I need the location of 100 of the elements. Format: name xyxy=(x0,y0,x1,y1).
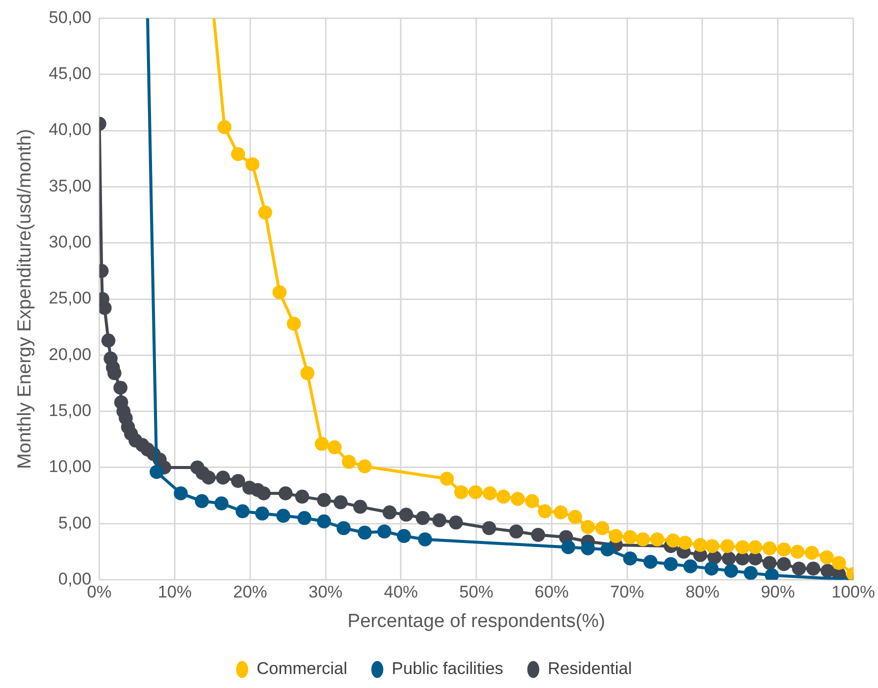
point xyxy=(231,147,246,162)
point xyxy=(704,562,719,576)
point xyxy=(353,500,368,514)
point xyxy=(509,524,524,539)
point xyxy=(216,470,230,485)
point xyxy=(832,556,846,570)
point xyxy=(744,566,758,580)
point xyxy=(256,486,271,500)
point xyxy=(231,474,246,488)
x-tick-label: 10% xyxy=(158,582,192,602)
legend-label: Public facilities xyxy=(392,659,504,678)
point xyxy=(705,539,720,554)
point xyxy=(286,316,301,331)
point xyxy=(297,511,312,526)
point xyxy=(525,494,540,508)
point xyxy=(643,554,658,569)
point xyxy=(724,564,738,578)
point xyxy=(295,490,310,504)
point xyxy=(580,520,595,534)
y-tick-label: 20,00 xyxy=(48,344,92,364)
point xyxy=(510,492,525,506)
point xyxy=(806,562,820,576)
point xyxy=(482,521,496,536)
point xyxy=(300,366,314,380)
point xyxy=(440,472,454,486)
point xyxy=(623,530,638,544)
point xyxy=(600,542,614,556)
point xyxy=(820,550,834,564)
point xyxy=(554,505,568,520)
point xyxy=(722,551,736,566)
point xyxy=(382,505,397,520)
y-tick-label: 25,00 xyxy=(48,288,92,308)
x-tick-label: 50% xyxy=(459,582,494,602)
point xyxy=(792,562,806,576)
point xyxy=(454,485,468,500)
x-tick-label: 80% xyxy=(685,582,720,602)
point xyxy=(113,380,128,395)
point xyxy=(496,490,510,504)
point xyxy=(636,532,650,546)
point xyxy=(107,366,122,380)
point xyxy=(762,541,777,556)
point xyxy=(194,494,209,508)
point xyxy=(468,485,483,500)
point xyxy=(255,506,270,521)
point xyxy=(272,285,287,300)
y-tick-label: 10,00 xyxy=(48,457,92,476)
point xyxy=(650,532,664,546)
x-tick-label: 60% xyxy=(534,582,569,602)
x-tick-label: 30% xyxy=(308,582,343,602)
point xyxy=(432,513,446,528)
point xyxy=(623,551,638,566)
point xyxy=(377,524,392,539)
y-tick-label: 5,00 xyxy=(58,513,92,532)
point xyxy=(538,504,552,518)
point xyxy=(735,540,750,554)
point xyxy=(217,120,232,134)
y-tick-label: 50,00 xyxy=(48,8,92,27)
point xyxy=(358,526,372,540)
point xyxy=(418,532,432,546)
point xyxy=(666,533,680,548)
y-tick-label: 30,00 xyxy=(48,232,92,252)
point xyxy=(416,511,430,526)
x-tick-label: 90% xyxy=(760,582,795,602)
point xyxy=(342,454,356,469)
point xyxy=(317,493,332,508)
y-axis-title: Monthly Energy Expenditure(usd/month) xyxy=(14,128,36,470)
point xyxy=(762,556,777,570)
point xyxy=(561,540,576,554)
point xyxy=(328,440,342,454)
x-tick-label: 20% xyxy=(233,582,268,602)
point xyxy=(317,514,332,528)
y-tick-label: 40,00 xyxy=(48,120,92,140)
point xyxy=(595,521,610,536)
point xyxy=(336,521,351,536)
point xyxy=(580,541,595,556)
point xyxy=(448,516,463,530)
point xyxy=(236,504,250,518)
point xyxy=(804,546,819,560)
point xyxy=(150,464,164,479)
point xyxy=(101,334,116,348)
point xyxy=(482,486,497,500)
legend-label: Residential xyxy=(548,659,632,678)
point xyxy=(314,436,329,451)
point xyxy=(664,557,678,572)
point xyxy=(214,496,228,510)
point xyxy=(748,540,762,554)
point xyxy=(693,538,708,552)
point xyxy=(245,157,260,172)
legend-label: Commercial xyxy=(256,659,348,678)
point xyxy=(334,495,348,510)
x-axis-title: Percentage of respondents(%) xyxy=(347,610,606,632)
point xyxy=(174,486,188,500)
point xyxy=(776,542,791,556)
point xyxy=(202,470,216,485)
x-tick-label: 70% xyxy=(610,582,644,602)
point xyxy=(99,300,112,315)
point xyxy=(678,536,692,550)
point xyxy=(531,528,546,542)
x-tick-label: 100% xyxy=(832,582,875,602)
point xyxy=(720,539,734,554)
